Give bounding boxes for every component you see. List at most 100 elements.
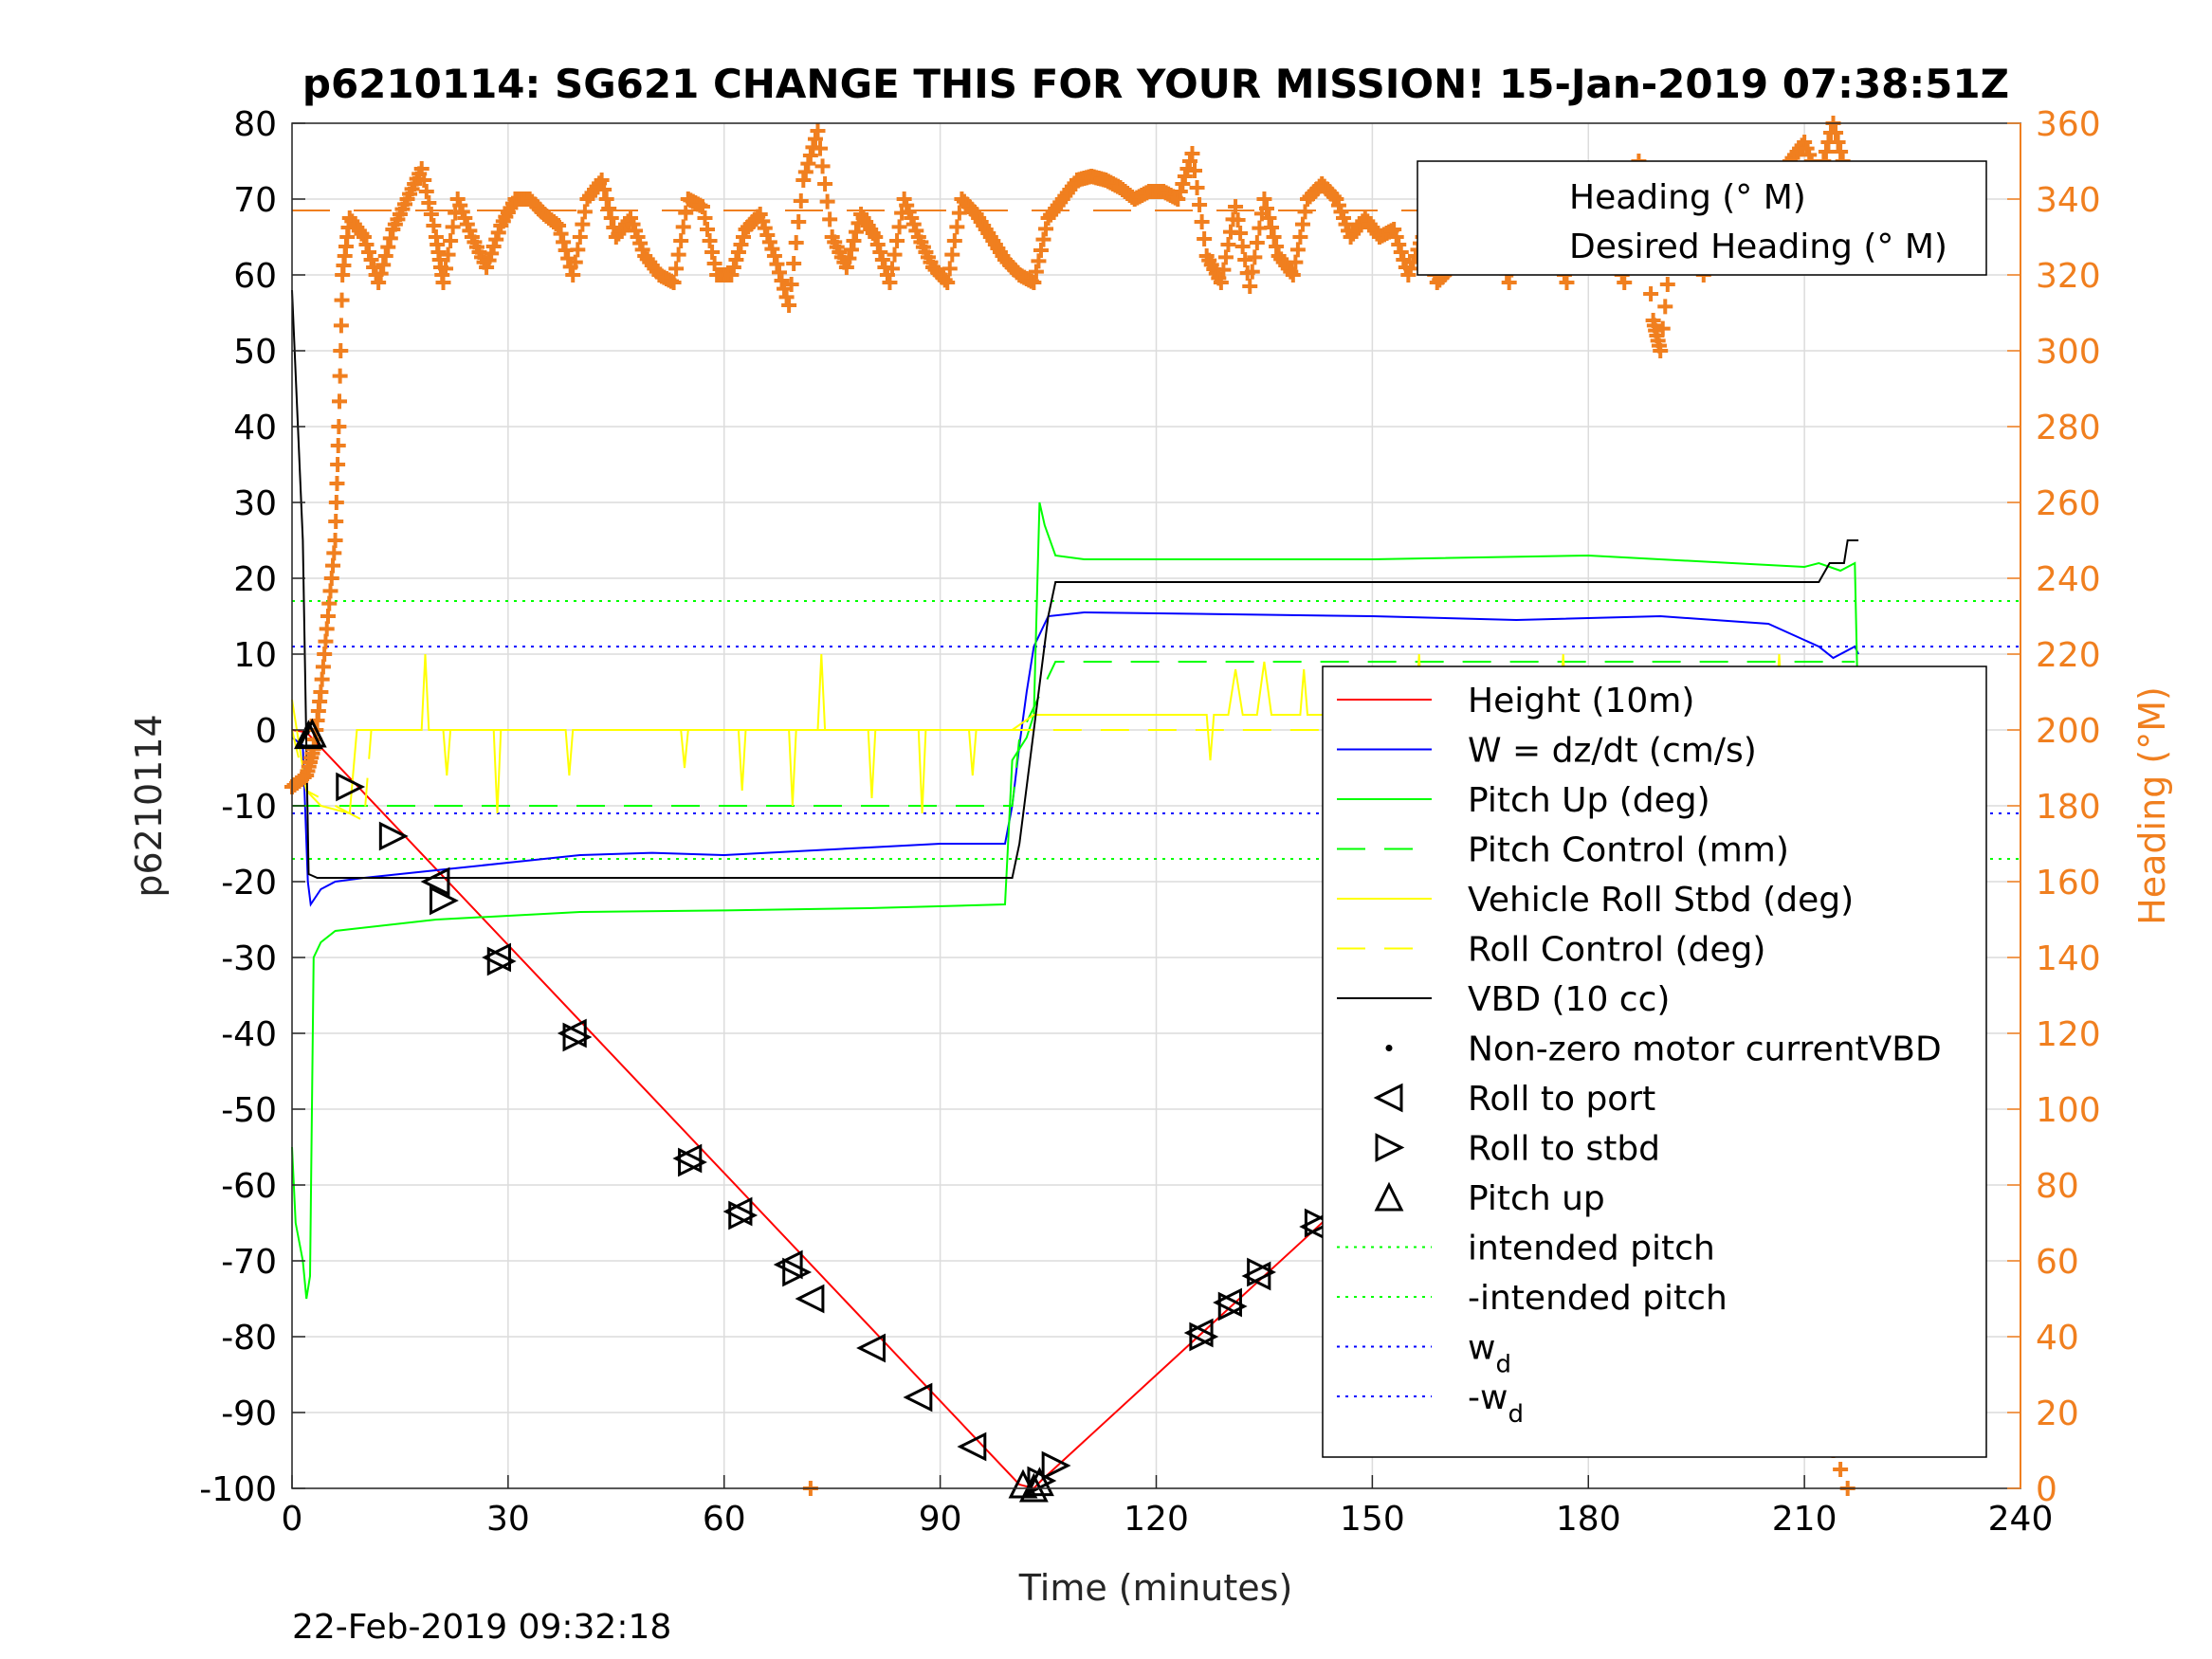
y-tick-label-left: -10 (221, 788, 277, 827)
marker-roll-to-port (482, 942, 511, 973)
x-axis-label: Time (minutes) (1018, 1567, 1293, 1609)
heading-point (1657, 299, 1673, 315)
heading-point (678, 205, 694, 221)
heading-point (1828, 125, 1844, 140)
heading-point (849, 224, 865, 240)
heading-point (891, 219, 907, 235)
marker-roll-to-stbd (430, 885, 459, 916)
heading-point (356, 229, 372, 245)
heading-point (328, 514, 344, 529)
legend-subscript: d (1508, 1400, 1524, 1429)
x-tick-label: 90 (919, 1500, 962, 1539)
legend-label-height-10m: Height (10m) (1468, 682, 1694, 720)
heading-point (774, 273, 790, 288)
heading-point (793, 193, 809, 209)
heading-point (1294, 216, 1310, 232)
legend-heading-box (1417, 160, 1987, 276)
series-pitch-up-deg (291, 501, 1860, 1300)
heading-point (670, 246, 686, 263)
marker-roll-to-stbd (378, 821, 409, 851)
x-tick-label: 120 (1124, 1500, 1189, 1539)
heading-point (440, 246, 456, 263)
y-tick-label-right: 300 (2036, 333, 2101, 372)
series-roll-control-deg (291, 729, 1856, 823)
y-tick-label-right: 140 (2036, 939, 2101, 978)
heading-point (946, 233, 962, 248)
heading-point (1617, 275, 1633, 290)
heading-point (1181, 154, 1197, 169)
marker-roll-to-port (957, 1431, 987, 1462)
heading-point (673, 233, 689, 248)
heading-point (1228, 199, 1244, 214)
heading-point (1654, 320, 1671, 337)
marker-roll-to-stbd (486, 946, 517, 976)
x-tick-label: 240 (1988, 1500, 2054, 1539)
heading-point (949, 219, 965, 235)
heading-point (940, 275, 956, 290)
legend-heading: Heading (° M) Desired Heading (° M) (1417, 160, 1987, 276)
heading-point (361, 245, 377, 260)
heading-point (426, 218, 442, 233)
heading-point (1325, 189, 1342, 205)
heading-point (882, 275, 898, 290)
heading-point (702, 233, 718, 248)
heading-point (884, 261, 900, 277)
y-tick-label-left: 60 (233, 257, 277, 296)
heading-point (358, 237, 375, 252)
y-tick-label-left: -90 (221, 1395, 277, 1433)
heading-point (603, 210, 619, 226)
heading-point (666, 275, 682, 290)
y-tick-label-left: -100 (199, 1470, 277, 1509)
heading-point (380, 239, 396, 255)
y-tick-label-right: 20 (2036, 1395, 2079, 1433)
y-tick-label-right: 260 (2036, 484, 2101, 523)
heading-point (1197, 231, 1213, 246)
heading-point (596, 182, 612, 197)
heading-point (814, 158, 831, 174)
heading-point (435, 275, 451, 290)
legend-swatch-roll-to-port (1373, 1083, 1403, 1113)
heading-point (783, 277, 799, 292)
heading-point (363, 252, 379, 267)
heading-point (382, 230, 398, 246)
heading-point (769, 256, 785, 272)
x-tick-label: 180 (1556, 1500, 1621, 1539)
legend-swatch-pitch-up (1374, 1181, 1404, 1212)
heading-point (1038, 221, 1054, 237)
y-tick-label-right: 240 (2036, 560, 2101, 599)
heading-point (1249, 235, 1265, 250)
heading-point (1559, 275, 1575, 290)
heading-point (1220, 237, 1236, 252)
heading-point (331, 419, 347, 434)
marker-roll-to-stbd (1041, 1450, 1071, 1481)
heading-point (889, 233, 905, 248)
y-tick-label-left: 30 (233, 484, 277, 523)
heading-point (418, 184, 434, 199)
heading-point (1175, 176, 1191, 191)
y-tick-label-left: -70 (221, 1243, 277, 1282)
y-tick-label-right: 100 (2036, 1091, 2101, 1130)
heading-point (1261, 210, 1277, 226)
x-tick-label: 210 (1772, 1500, 1837, 1539)
y-tick-label-right: 220 (2036, 636, 2101, 675)
y-tick-label-right: 160 (2036, 864, 2101, 902)
marker-roll-to-port (1241, 1261, 1271, 1291)
reference-lines (292, 600, 2020, 860)
y-tick-label-right: 80 (2036, 1167, 2079, 1206)
legend-swatch-roll-to-stbd (1375, 1133, 1405, 1162)
heading-point (797, 164, 814, 180)
heading-point (704, 245, 721, 260)
heading-point (1269, 239, 1285, 254)
heading-point (332, 368, 348, 384)
y-tick-label-right: 200 (2036, 712, 2101, 751)
marker-roll-to-stbd (336, 772, 366, 802)
marker-roll-to-stbd (1217, 1291, 1248, 1322)
heading-point (330, 438, 346, 453)
heading-point (576, 204, 593, 220)
heading-point (937, 272, 953, 288)
heading-point (697, 210, 713, 226)
heading-point (1028, 264, 1044, 280)
legend-label-pitch-up-deg: Pitch Up (deg) (1468, 781, 1710, 820)
heading-point (598, 191, 614, 207)
heading-point (1216, 262, 1232, 278)
